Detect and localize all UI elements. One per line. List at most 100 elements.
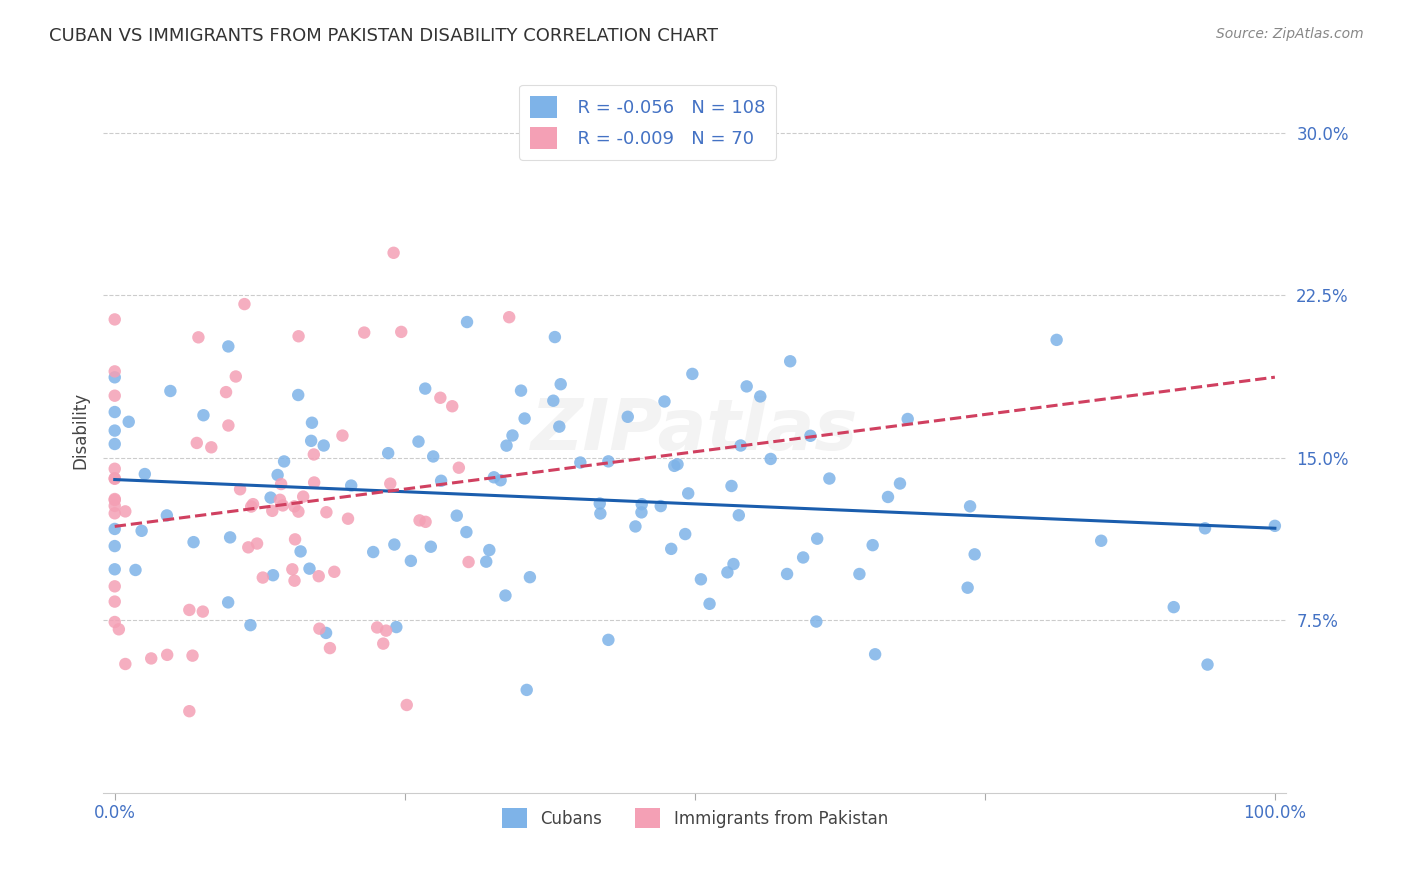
Point bbox=[281, 562, 304, 576]
Point bbox=[270, 477, 292, 491]
Point bbox=[792, 550, 814, 565]
Point bbox=[104, 312, 127, 326]
Point bbox=[457, 555, 479, 569]
Point bbox=[104, 437, 127, 451]
Point bbox=[495, 439, 517, 453]
Point bbox=[131, 524, 153, 538]
Point bbox=[315, 505, 337, 519]
Point bbox=[312, 438, 335, 452]
Point bbox=[806, 615, 828, 629]
Point bbox=[287, 505, 309, 519]
Point bbox=[510, 384, 533, 398]
Point bbox=[238, 541, 260, 555]
Point bbox=[848, 566, 870, 581]
Point bbox=[156, 508, 179, 523]
Point bbox=[723, 557, 745, 571]
Point bbox=[478, 543, 501, 558]
Point bbox=[373, 637, 395, 651]
Point bbox=[1163, 600, 1185, 615]
Point bbox=[302, 475, 325, 490]
Point bbox=[104, 364, 127, 378]
Point bbox=[548, 419, 571, 434]
Point bbox=[489, 473, 512, 487]
Point bbox=[616, 409, 638, 424]
Point bbox=[659, 541, 682, 556]
Point bbox=[673, 527, 696, 541]
Point bbox=[959, 500, 981, 514]
Point bbox=[284, 533, 307, 547]
Point bbox=[366, 620, 388, 634]
Point bbox=[430, 474, 453, 488]
Point bbox=[419, 540, 441, 554]
Point bbox=[104, 539, 127, 553]
Point bbox=[233, 297, 256, 311]
Point bbox=[650, 499, 672, 513]
Point bbox=[104, 522, 127, 536]
Point bbox=[104, 389, 127, 403]
Point bbox=[513, 411, 536, 425]
Point bbox=[191, 605, 214, 619]
Point bbox=[104, 472, 127, 486]
Point bbox=[779, 354, 801, 368]
Point bbox=[543, 393, 565, 408]
Point bbox=[308, 622, 330, 636]
Point bbox=[252, 570, 274, 584]
Point bbox=[187, 330, 209, 344]
Point bbox=[494, 589, 516, 603]
Point bbox=[242, 497, 264, 511]
Point bbox=[159, 384, 181, 398]
Point bbox=[889, 476, 911, 491]
Point bbox=[415, 515, 437, 529]
Point bbox=[735, 379, 758, 393]
Point bbox=[114, 657, 136, 671]
Point bbox=[382, 537, 405, 551]
Point bbox=[502, 428, 524, 442]
Point bbox=[290, 544, 312, 558]
Point bbox=[598, 454, 620, 468]
Point bbox=[302, 447, 325, 461]
Point bbox=[806, 532, 828, 546]
Point bbox=[630, 505, 652, 519]
Point bbox=[589, 507, 612, 521]
Point bbox=[269, 492, 291, 507]
Point bbox=[382, 245, 405, 260]
Point bbox=[716, 566, 738, 580]
Point bbox=[654, 394, 676, 409]
Point bbox=[104, 615, 127, 629]
Point bbox=[104, 424, 127, 438]
Text: Source: ZipAtlas.com: Source: ZipAtlas.com bbox=[1216, 27, 1364, 41]
Point bbox=[380, 476, 402, 491]
Point bbox=[422, 450, 444, 464]
Point bbox=[104, 370, 127, 384]
Y-axis label: Disability: Disability bbox=[72, 392, 89, 469]
Point bbox=[259, 491, 281, 505]
Text: CUBAN VS IMMIGRANTS FROM PAKISTAN DISABILITY CORRELATION CHART: CUBAN VS IMMIGRANTS FROM PAKISTAN DISABI… bbox=[49, 27, 718, 45]
Point bbox=[308, 569, 330, 583]
Point bbox=[315, 626, 337, 640]
Point bbox=[699, 597, 721, 611]
Point bbox=[1197, 657, 1219, 672]
Point bbox=[219, 530, 242, 544]
Point bbox=[897, 412, 920, 426]
Point bbox=[385, 620, 408, 634]
Point bbox=[114, 504, 136, 518]
Point bbox=[730, 438, 752, 452]
Point bbox=[720, 479, 742, 493]
Point bbox=[963, 547, 986, 561]
Point bbox=[475, 555, 498, 569]
Point bbox=[332, 428, 354, 442]
Legend: Cubans, Immigrants from Pakistan: Cubans, Immigrants from Pakistan bbox=[495, 801, 894, 835]
Point bbox=[446, 508, 468, 523]
Point bbox=[862, 538, 884, 552]
Point bbox=[389, 325, 412, 339]
Point bbox=[877, 490, 900, 504]
Point bbox=[1264, 519, 1286, 533]
Point bbox=[156, 648, 179, 662]
Point bbox=[141, 651, 163, 665]
Point bbox=[118, 415, 141, 429]
Point bbox=[337, 512, 360, 526]
Point bbox=[229, 483, 252, 497]
Point bbox=[319, 641, 342, 656]
Point bbox=[240, 500, 263, 514]
Point bbox=[271, 499, 294, 513]
